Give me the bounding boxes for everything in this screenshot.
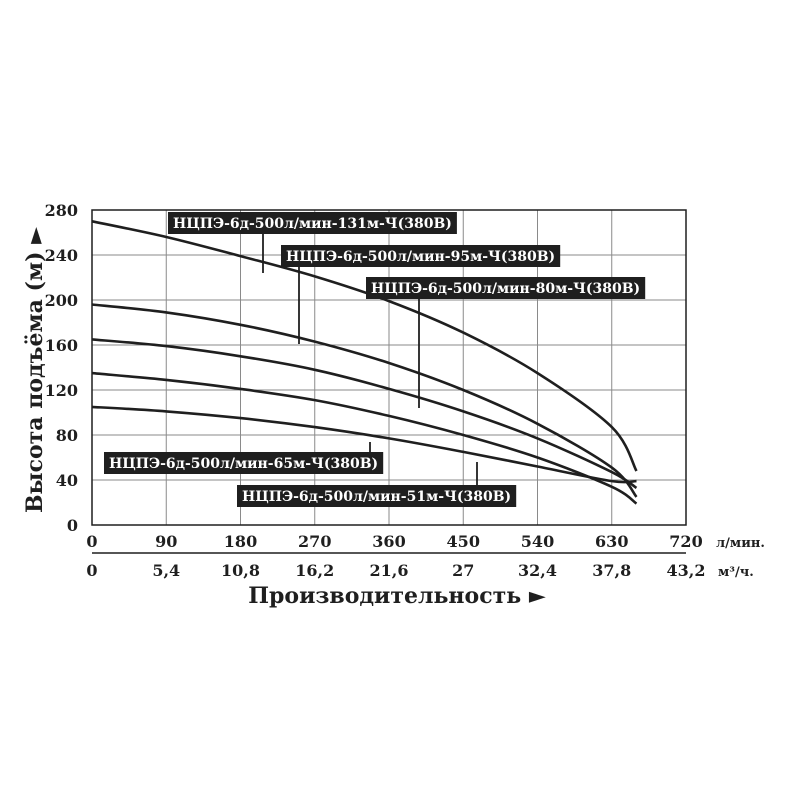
y-tick-label: 0	[67, 516, 78, 535]
y-tick-label: 200	[45, 291, 78, 310]
series-label-text: НЦПЭ-6д-500л/мин-65м-Ч(380В)	[109, 456, 378, 472]
x-tick-label: 540	[521, 532, 554, 551]
y-tick-label: 120	[45, 381, 78, 400]
x2-tick-label: 0	[86, 561, 97, 580]
x-tick-label: 630	[595, 532, 628, 551]
series-label-text: НЦПЭ-6д-500л/мин-131м-Ч(380В)	[173, 216, 452, 232]
y-axis-title: Высота подъёма (м) ►	[22, 227, 48, 513]
x-tick-label: 180	[224, 532, 257, 551]
y-tick-label: 80	[56, 426, 78, 445]
series-line-0	[91, 220, 638, 472]
x-tick-label: 360	[372, 532, 405, 551]
y-tick-label: 160	[45, 336, 78, 355]
series-curves	[91, 220, 638, 505]
series-label-0: НЦПЭ-6д-500л/мин-131м-Ч(380В)	[168, 212, 457, 234]
x2-tick-label: 10,8	[221, 561, 260, 580]
x2-tick-label: 5,4	[152, 561, 180, 580]
series-line-3	[91, 371, 638, 505]
series-line-2	[91, 338, 638, 489]
series-labels: НЦПЭ-6д-500л/мин-131м-Ч(380В) НЦПЭ-6д-500…	[104, 212, 646, 507]
x2-tick-label: 37,8	[592, 561, 631, 580]
series-label-box	[104, 452, 384, 474]
series-line-1	[91, 303, 638, 498]
series-label-text: НЦПЭ-6д-500л/мин-95м-Ч(380В)	[286, 249, 555, 265]
y-tick-label: 240	[45, 246, 78, 265]
series-label-box	[168, 212, 457, 234]
y-tick-label: 280	[45, 201, 78, 220]
x2-unit-label: м³/ч.	[718, 565, 754, 580]
series-line-4	[91, 405, 637, 484]
series-label-3: НЦПЭ-6д-500л/мин-65м-Ч(380В)	[104, 452, 384, 474]
x-unit-label: л/мин.	[716, 536, 765, 551]
series-label-box	[237, 485, 517, 507]
x2-tick-label: 27	[452, 561, 474, 580]
x2-tick-label: 32,4	[518, 561, 557, 580]
x2-tick-label: 43,2	[667, 561, 706, 580]
series-label-1: НЦПЭ-6д-500л/мин-95м-Ч(380В)	[281, 245, 561, 267]
x-tick-label: 0	[86, 532, 97, 551]
x-axis-title: Производительность ►	[248, 583, 546, 609]
y-tick-label: 40	[56, 471, 78, 490]
series-label-text: НЦПЭ-6д-500л/мин-80м-Ч(380В)	[371, 281, 640, 297]
x-tick-label: 720	[669, 532, 702, 551]
series-label-text: НЦПЭ-6д-500л/мин-51м-Ч(380В)	[242, 489, 511, 505]
plot-frame	[91, 209, 687, 526]
x-tick-label: 270	[298, 532, 331, 551]
label-leaders	[262, 234, 478, 485]
x-tick-label: 90	[155, 532, 177, 551]
series-label-box	[366, 277, 646, 299]
series-label-2: НЦПЭ-6д-500л/мин-80м-Ч(380В)	[366, 277, 646, 299]
series-label-4: НЦПЭ-6д-500л/мин-51м-Ч(380В)	[237, 485, 517, 507]
x2-tick-label: 21,6	[370, 561, 409, 580]
series-label-box	[281, 245, 561, 267]
x-tick-label: 450	[447, 532, 480, 551]
x2-tick-label: 16,2	[295, 561, 334, 580]
